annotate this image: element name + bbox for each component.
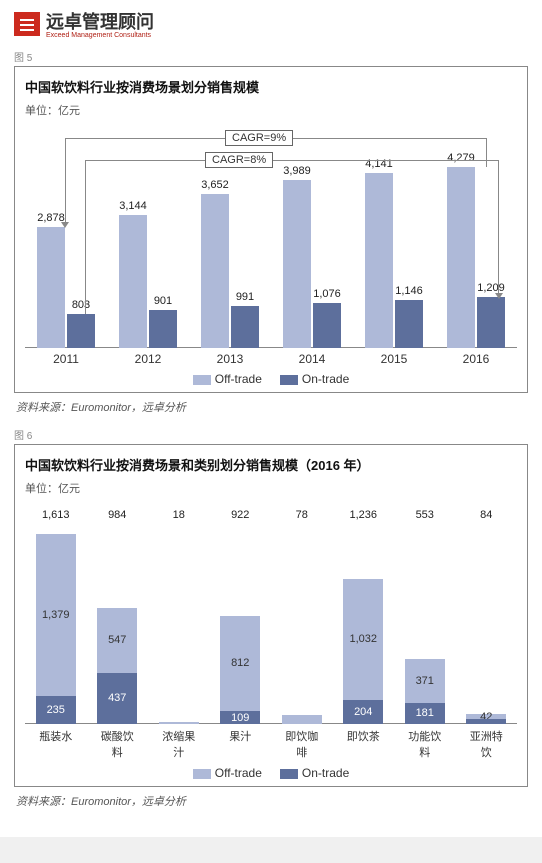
stacked-bar: 4284 <box>466 524 506 724</box>
chart-1-xaxis: 2011 2012 2013 2014 2015 2016 <box>25 352 517 366</box>
seg-off-trade <box>282 715 322 724</box>
xtick: 浓缩果汁 <box>159 728 199 760</box>
chart-1-source: 资料来源：Euromonitor，远卓分析 <box>16 399 528 415</box>
bar-off-trade: 3,144 <box>119 215 147 348</box>
chart-1-unit: 单位：亿元 <box>25 102 517 118</box>
legend-on: On-trade <box>280 766 349 780</box>
chart-2: 中国软饮料行业按消费场景和类别划分销售规模（2016 年） 单位：亿元 2351… <box>14 444 528 787</box>
bar-off-trade: 2,878 <box>37 227 65 349</box>
xtick: 即饮茶 <box>343 728 383 760</box>
legend-off: Off-trade <box>193 372 262 386</box>
stacked-bar: 437547984 <box>97 524 137 724</box>
bar-value-label: 3,989 <box>283 165 311 177</box>
xtick: 即饮咖啡 <box>282 728 322 760</box>
bar-on-trade: 803 <box>67 314 95 348</box>
stacked-bar: 2351,3791,613 <box>36 524 76 724</box>
seg-on-trade: 437 <box>97 673 137 724</box>
bar-off-trade: 3,652 <box>201 194 229 348</box>
bar-value-label: 3,652 <box>201 179 229 191</box>
seg-off-trade: 371 <box>405 659 445 703</box>
chart-2-legend: Off-trade On-trade <box>25 766 517 780</box>
seg-off-trade: 812 <box>220 616 260 712</box>
xtick: 瓶装水 <box>36 728 76 760</box>
stacked-bar: 18 <box>159 524 199 724</box>
total-label: 18 <box>151 509 207 521</box>
xtick: 2014 <box>283 352 341 366</box>
logo-icon <box>14 12 40 36</box>
total-label: 922 <box>212 509 268 521</box>
stacked-bar: 2041,0321,236 <box>343 524 383 724</box>
figure-6-label: 图 6 <box>14 427 528 442</box>
xtick: 果汁 <box>220 728 260 760</box>
bar-on-trade: 1,076 <box>313 303 341 348</box>
chart-2-plot: 2351,3791,61343754798418109812922782041,… <box>25 506 517 724</box>
bar-on-trade: 1,209 <box>477 297 505 348</box>
logo: 远卓管理顾问 Exceed Management Consultants <box>14 8 528 39</box>
stacked-bar: 109812922 <box>220 524 260 724</box>
seg-on-trade: 204 <box>343 700 383 724</box>
chart-2-unit: 单位：亿元 <box>25 480 517 496</box>
total-label: 1,613 <box>28 509 84 521</box>
seg-off-trade: 1,032 <box>343 579 383 700</box>
cagr-label-off: CAGR=9% <box>225 130 293 146</box>
chart-2-source: 资料来源：Euromonitor，远卓分析 <box>16 793 528 809</box>
bar-off-trade: 3,989 <box>283 180 311 348</box>
bar-off-trade: 4,141 <box>365 173 393 348</box>
chart-1-legend: Off-trade On-trade <box>25 372 517 386</box>
total-label: 78 <box>274 509 330 521</box>
figure-5-label: 图 5 <box>14 49 528 64</box>
total-label: 84 <box>458 509 514 521</box>
chart-1-plot: 2,8788033,1449013,6529913,9891,0764,1411… <box>25 128 517 348</box>
total-label: 553 <box>397 509 453 521</box>
seg-on-trade: 109 <box>220 711 260 724</box>
bar-off-trade: 4,279 <box>447 167 475 348</box>
xtick: 亚洲特饮 <box>466 728 506 760</box>
xtick: 2015 <box>365 352 423 366</box>
logo-sub: Exceed Management Consultants <box>46 32 154 39</box>
bar-value-label: 1,146 <box>395 285 423 297</box>
seg-off-trade: 547 <box>97 608 137 672</box>
total-label: 984 <box>89 509 145 521</box>
xtick: 2012 <box>119 352 177 366</box>
seg-on-trade: 181 <box>405 703 445 724</box>
seg-off-trade: 1,379 <box>36 534 76 696</box>
bar-value-label: 3,144 <box>119 200 147 212</box>
page: 远卓管理顾问 Exceed Management Consultants 图 5… <box>0 0 542 837</box>
cagr-label-on: CAGR=8% <box>205 152 273 168</box>
xtick: 碳酸饮料 <box>97 728 137 760</box>
bar-value-label: 803 <box>67 299 95 311</box>
xtick: 2013 <box>201 352 259 366</box>
xtick: 2011 <box>37 352 95 366</box>
xtick: 功能饮料 <box>405 728 445 760</box>
chart-1-title: 中国软饮料行业按消费场景划分销售规模 <box>25 77 517 96</box>
stacked-bar: 78 <box>282 524 322 724</box>
bar-value-label: 4,279 <box>447 152 475 164</box>
bar-on-trade: 901 <box>149 310 177 348</box>
seg-on-trade: 235 <box>36 696 76 724</box>
seg-off-trade <box>159 722 199 724</box>
bar-value-label: 991 <box>231 291 259 303</box>
bar-value-label: 901 <box>149 295 177 307</box>
bar-on-trade: 1,146 <box>395 300 423 348</box>
legend-on: On-trade <box>280 372 349 386</box>
chart-2-xaxis: 瓶装水碳酸饮料浓缩果汁果汁即饮咖啡即饮茶功能饮料亚洲特饮 <box>25 728 517 760</box>
bar-value-label: 1,076 <box>313 288 341 300</box>
bar-on-trade: 991 <box>231 306 259 348</box>
xtick: 2016 <box>447 352 505 366</box>
chart-2-title: 中国软饮料行业按消费场景和类别划分销售规模（2016 年） <box>25 455 517 474</box>
total-label: 1,236 <box>335 509 391 521</box>
stacked-bar: 181371553 <box>405 524 445 724</box>
seg-on-trade <box>466 719 506 724</box>
legend-off: Off-trade <box>193 766 262 780</box>
chart-1: 中国软饮料行业按消费场景划分销售规模 单位：亿元 2,8788033,14490… <box>14 66 528 393</box>
logo-brand: 远卓管理顾问 <box>46 8 154 34</box>
